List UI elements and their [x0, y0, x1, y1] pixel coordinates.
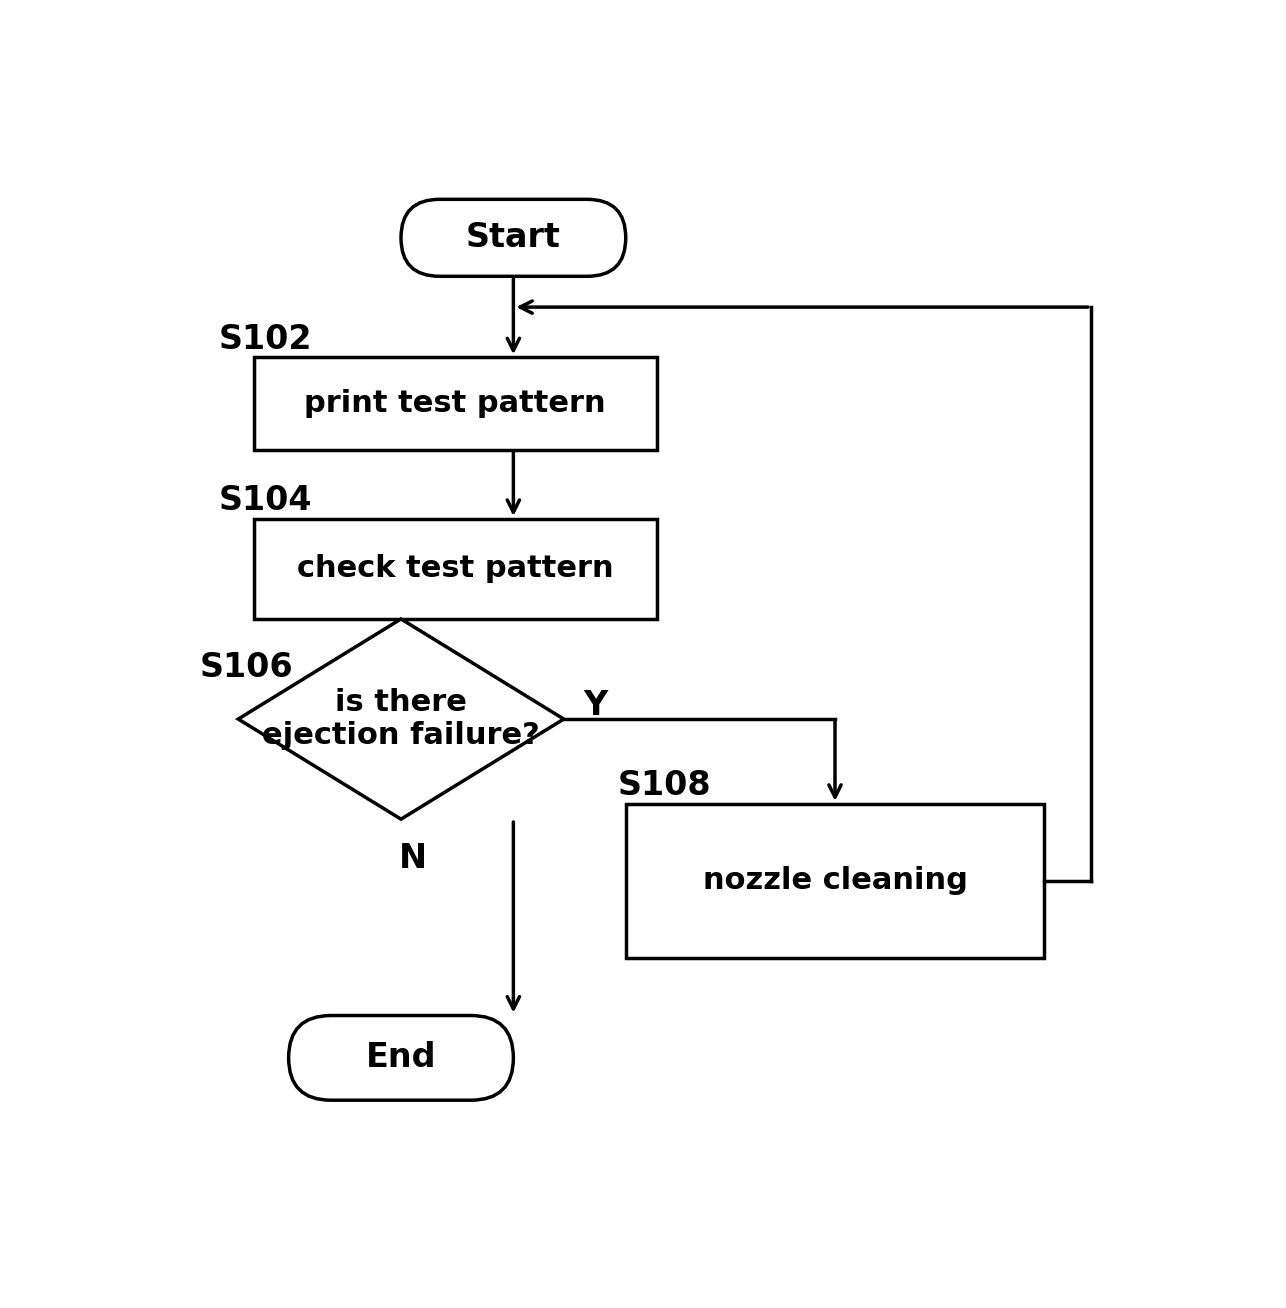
Text: N: N [399, 842, 427, 875]
Text: check test pattern: check test pattern [297, 555, 613, 583]
Text: S106: S106 [199, 651, 293, 684]
Text: S102: S102 [219, 323, 312, 356]
Text: print test pattern: print test pattern [305, 388, 606, 417]
Bar [253, 519, 657, 619]
Polygon shape [238, 619, 563, 819]
Text: S104: S104 [219, 484, 312, 518]
Text: Y: Y [583, 689, 607, 722]
Text: is there
ejection failure?: is there ejection failure? [262, 688, 540, 751]
Text: End: End [365, 1041, 436, 1074]
Bar [253, 357, 657, 450]
FancyBboxPatch shape [401, 199, 626, 276]
FancyBboxPatch shape [288, 1015, 513, 1100]
Text: Start: Start [466, 221, 561, 254]
Text: S108: S108 [619, 769, 711, 802]
Bar [626, 803, 1044, 957]
Text: nozzle cleaning: nozzle cleaning [702, 866, 967, 895]
